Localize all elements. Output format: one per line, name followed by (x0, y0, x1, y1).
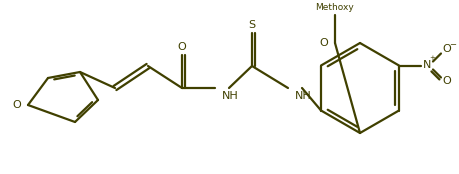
Text: S: S (248, 20, 256, 30)
Text: N: N (423, 61, 431, 70)
Text: Methoxy: Methoxy (316, 2, 354, 11)
Text: −: − (449, 40, 456, 49)
Text: O: O (12, 100, 21, 110)
Text: O: O (442, 45, 451, 54)
Text: O: O (319, 38, 328, 48)
Text: NH: NH (295, 91, 312, 101)
Text: O: O (178, 42, 186, 52)
Text: +: + (429, 56, 435, 61)
Text: O: O (442, 77, 451, 86)
Text: NH: NH (222, 91, 239, 101)
